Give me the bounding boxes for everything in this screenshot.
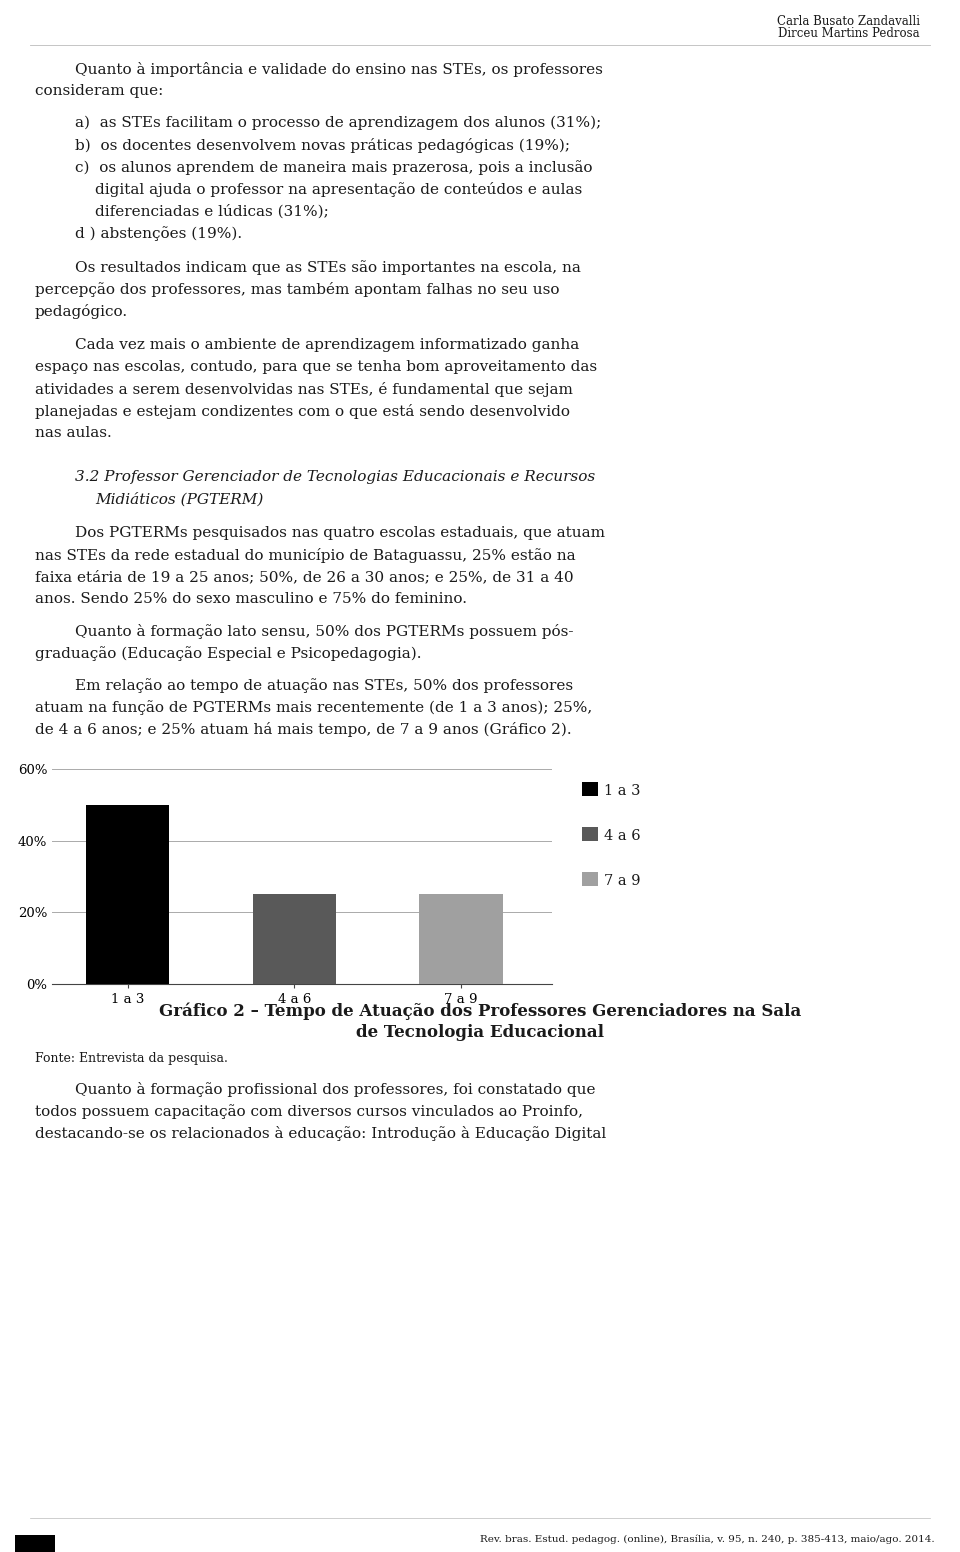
Text: graduação (Educação Especial e Psicopedagogia).: graduação (Educação Especial e Psicopeda…: [35, 646, 421, 661]
Text: destacando-se os relacionados à educação: Introdução à Educação Digital: destacando-se os relacionados à educação…: [35, 1127, 607, 1141]
Text: pedagógico.: pedagógico.: [35, 304, 128, 320]
Text: 404: 404: [20, 1533, 50, 1547]
Text: Fonte: Entrevista da pesquisa.: Fonte: Entrevista da pesquisa.: [35, 1052, 228, 1065]
Text: c)  os alunos aprendem de maneira mais prazerosa, pois a inclusão: c) os alunos aprendem de maneira mais pr…: [75, 160, 592, 175]
Bar: [86, 805, 169, 984]
Text: b)  os docentes desenvolvem novas práticas pedagógicas (19%);: b) os docentes desenvolvem novas prática…: [75, 138, 570, 154]
Text: 4 a 6: 4 a 6: [604, 829, 640, 843]
Text: espaço nas escolas, contudo, para que se tenha bom aproveitamento das: espaço nas escolas, contudo, para que se…: [35, 360, 597, 374]
Text: faixa etária de 19 a 25 anos; 50%, de 26 a 30 anos; e 25%, de 31 a 40: faixa etária de 19 a 25 anos; 50%, de 26…: [35, 570, 574, 584]
Text: Dos PGTERMs pesquisados nas quatro escolas estaduais, que atuam: Dos PGTERMs pesquisados nas quatro escol…: [75, 526, 605, 540]
Text: d ) abstenções (19%).: d ) abstenções (19%).: [75, 227, 242, 241]
Text: Os resultados indicam que as STEs são importantes na escola, na: Os resultados indicam que as STEs são im…: [75, 261, 581, 275]
Text: anos. Sendo 25% do sexo masculino e 75% do feminino.: anos. Sendo 25% do sexo masculino e 75% …: [35, 591, 467, 605]
Text: digital ajuda o professor na apresentação de conteúdos e aulas: digital ajuda o professor na apresentaçã…: [95, 182, 583, 197]
Text: atuam na função de PGTERMs mais recentemente (de 1 a 3 anos); 25%,: atuam na função de PGTERMs mais recentem…: [35, 700, 592, 715]
Text: Quanto à importância e validade do ensino nas STEs, os professores: Quanto à importância e validade do ensin…: [75, 62, 603, 78]
Text: Quanto à formação profissional dos professores, foi constatado que: Quanto à formação profissional dos profe…: [75, 1082, 595, 1097]
Text: de Tecnologia Educacional: de Tecnologia Educacional: [356, 1024, 604, 1041]
Text: atividades a serem desenvolvidas nas STEs, é fundamental que sejam: atividades a serem desenvolvidas nas STE…: [35, 382, 573, 397]
Text: 1 a 3: 1 a 3: [604, 784, 640, 798]
Text: todos possuem capacitação com diversos cursos vinculados ao Proinfo,: todos possuem capacitação com diversos c…: [35, 1103, 583, 1119]
Text: Dirceu Martins Pedrosa: Dirceu Martins Pedrosa: [779, 26, 920, 40]
Text: nas aulas.: nas aulas.: [35, 425, 111, 441]
Bar: [15, 1535, 55, 1552]
Text: Rev. bras. Estud. pedagog. (online), Brasília, v. 95, n. 240, p. 385-413, maio/a: Rev. bras. Estud. pedagog. (online), Bra…: [480, 1535, 935, 1544]
Text: planejadas e estejam condizentes com o que está sendo desenvolvido: planejadas e estejam condizentes com o q…: [35, 404, 570, 419]
Text: a)  as STEs facilitam o processo de aprendizagem dos alunos (31%);: a) as STEs facilitam o processo de apren…: [75, 116, 601, 130]
Bar: [420, 894, 503, 984]
Text: nas STEs da rede estadual do município de Bataguassu, 25% estão na: nas STEs da rede estadual do município d…: [35, 548, 576, 563]
Text: diferenciadas e lúdicas (31%);: diferenciadas e lúdicas (31%);: [95, 203, 328, 219]
Text: Midiáticos (PGTERM): Midiáticos (PGTERM): [95, 492, 263, 506]
Text: percepção dos professores, mas também apontam falhas no seu uso: percepção dos professores, mas também ap…: [35, 282, 560, 296]
Text: 7 a 9: 7 a 9: [604, 874, 640, 888]
Text: Cada vez mais o ambiente de aprendizagem informatizado ganha: Cada vez mais o ambiente de aprendizagem…: [75, 338, 579, 352]
Text: Quanto à formação lato sensu, 50% dos PGTERMs possuem pós-: Quanto à formação lato sensu, 50% dos PG…: [75, 624, 573, 639]
Text: Carla Busato Zandavalli: Carla Busato Zandavalli: [777, 16, 920, 28]
Text: Gráfico 2 – Tempo de Atuação dos Professores Gerenciadores na Sala: Gráfico 2 – Tempo de Atuação dos Profess…: [158, 1003, 802, 1020]
Text: 3.2 Professor Gerenciador de Tecnologias Educacionais e Recursos: 3.2 Professor Gerenciador de Tecnologias…: [75, 470, 595, 484]
Text: Em relação ao tempo de atuação nas STEs, 50% dos professores: Em relação ao tempo de atuação nas STEs,…: [75, 678, 573, 692]
Text: de 4 a 6 anos; e 25% atuam há mais tempo, de 7 a 9 anos (Gráfico 2).: de 4 a 6 anos; e 25% atuam há mais tempo…: [35, 722, 571, 737]
Text: consideram que:: consideram que:: [35, 84, 163, 98]
Bar: [252, 894, 336, 984]
